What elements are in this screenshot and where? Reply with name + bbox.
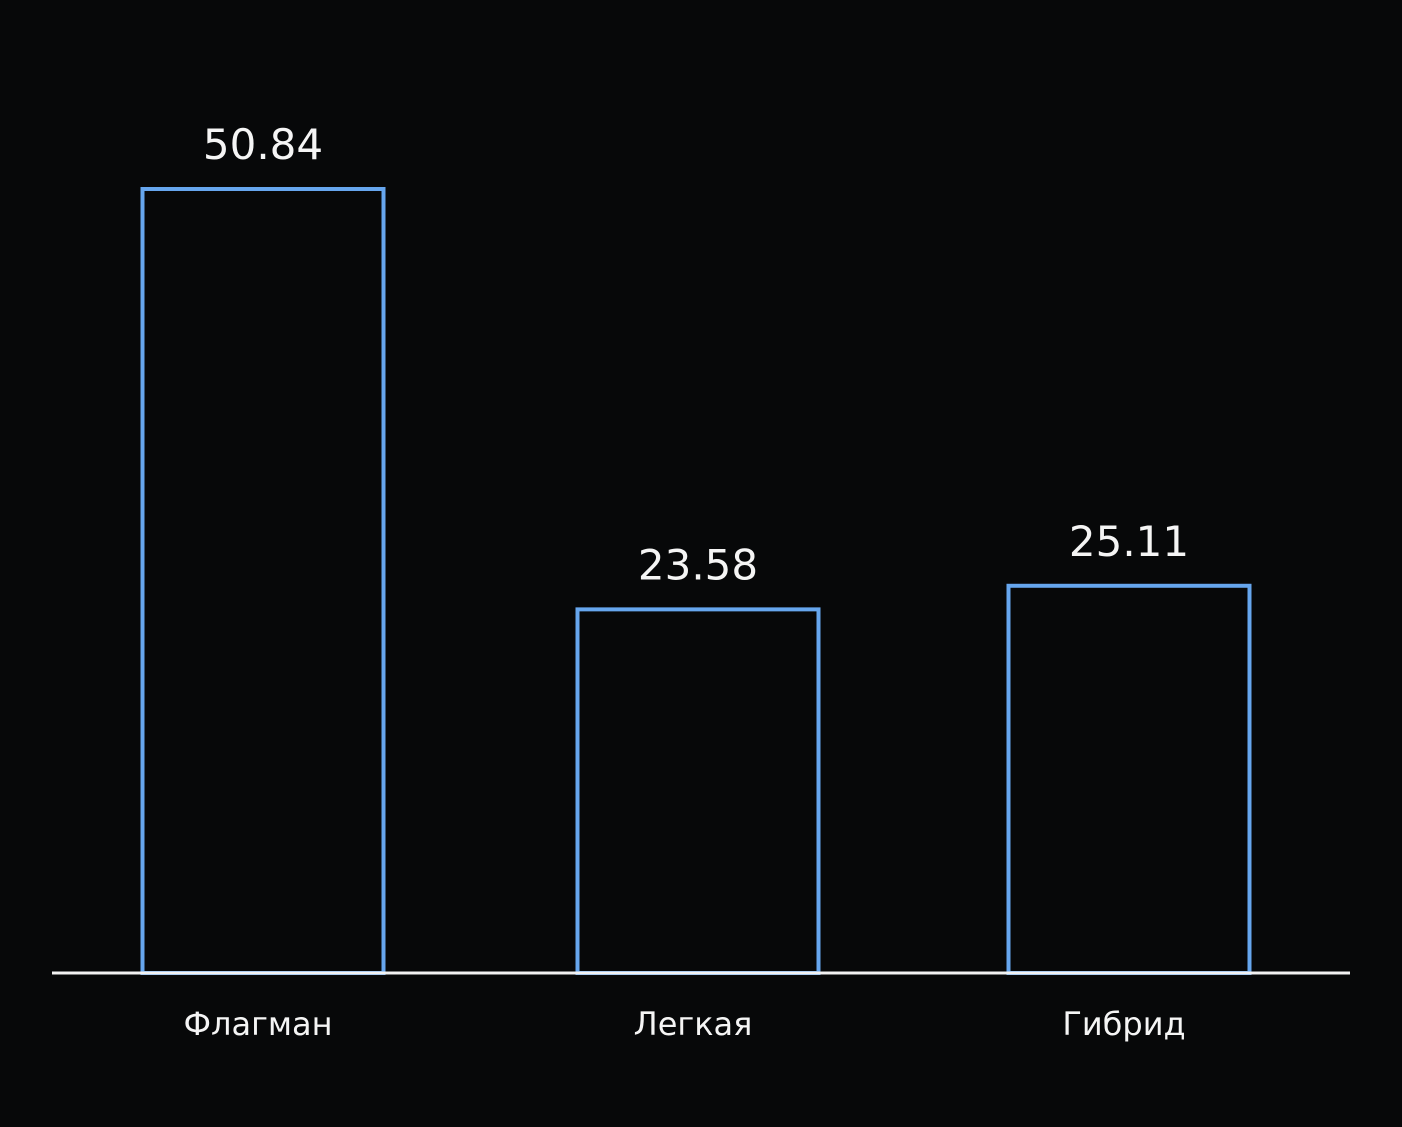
value-label-1: 23.58 (638, 540, 758, 589)
bar-1 (575, 607, 821, 975)
x-tick-label-0: Флагман (183, 1005, 332, 1043)
bar-2 (1006, 583, 1252, 976)
value-label-0: 50.84 (203, 120, 323, 169)
x-tick-label-1: Легкая (634, 1005, 753, 1043)
value-label-2: 25.11 (1069, 517, 1189, 566)
value-labels-layer: 50.84 23.58 25.11 (203, 120, 1189, 589)
x-tick-label-2: Гибрид (1062, 1005, 1185, 1043)
x-tick-labels-layer: Флагман Легкая Гибрид (183, 1005, 1185, 1043)
bar-0 (140, 187, 386, 975)
